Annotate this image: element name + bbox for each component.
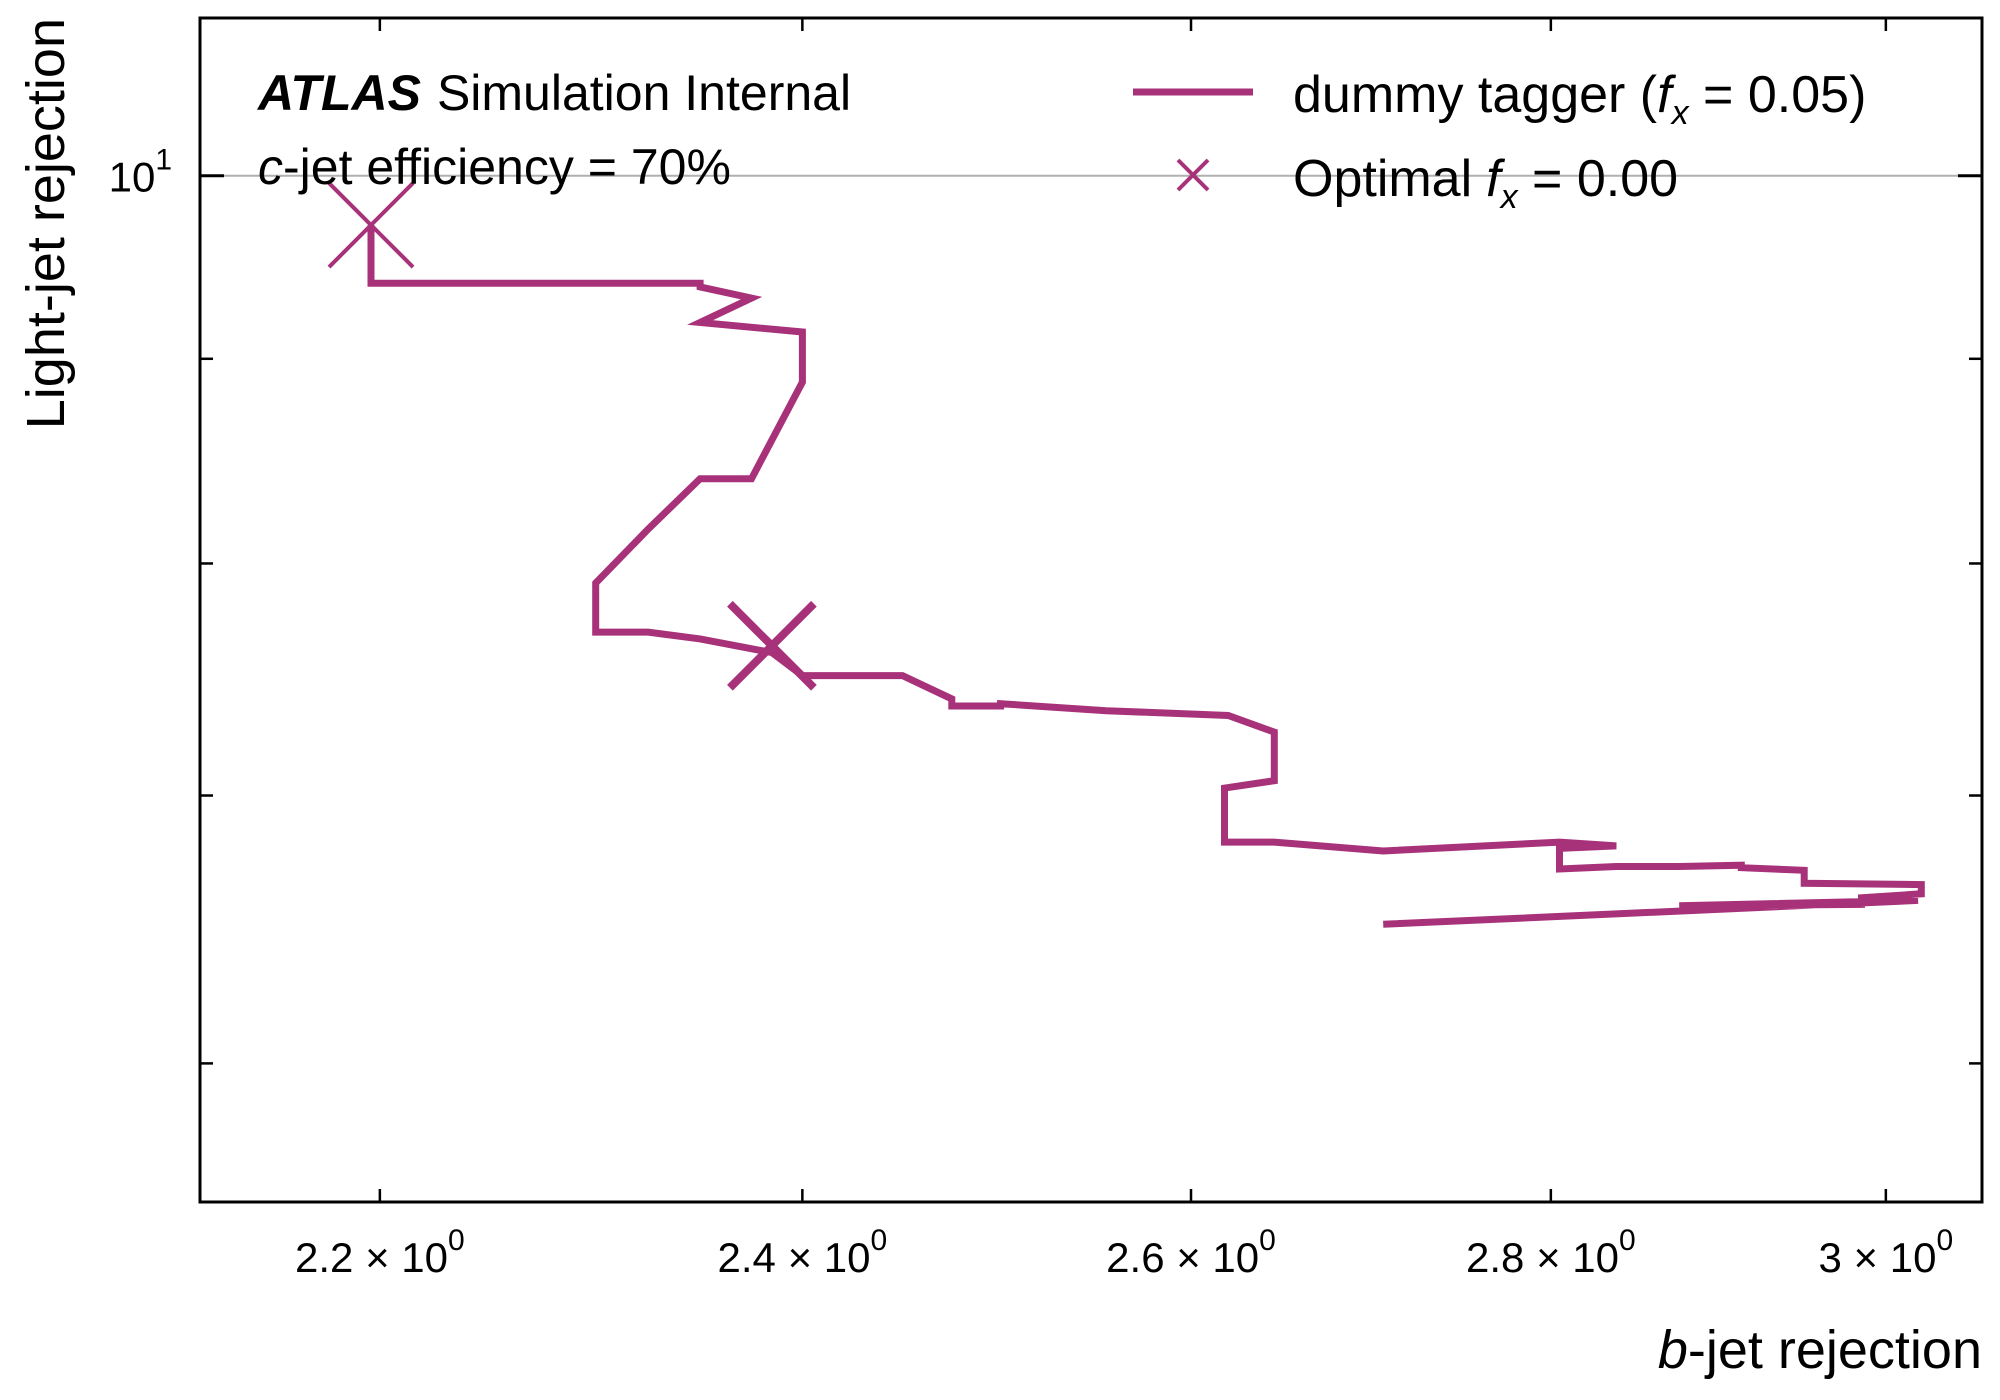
- series-layer: [367, 225, 1925, 928]
- efficiency-annotation: c-jet efficiency = 70%: [258, 139, 731, 195]
- marker-stroke: [727, 600, 817, 691]
- marker-stroke: [327, 181, 415, 269]
- legend: dummy tagger (fx = 0.05) Optimal fx = 0.0…: [1133, 66, 1866, 216]
- x-tick-label: 2.4 × 100: [718, 1224, 888, 1281]
- optimal-marker: [327, 181, 415, 269]
- series-line-dummy-tagger: [367, 225, 1925, 928]
- legend-marker-swatch: [1176, 158, 1210, 192]
- y-axis-label: Light-jet rejection: [16, 18, 76, 429]
- marker-layer: [327, 181, 817, 691]
- x-tick-label: 2.6 × 100: [1106, 1224, 1276, 1281]
- y-tick-label: 101: [109, 144, 172, 201]
- legend-label-tagger: dummy tagger (fx = 0.05): [1293, 66, 1866, 132]
- x-axis-label: b-jet rejection: [1658, 1320, 1982, 1380]
- legend-label-optimal: Optimal fx = 0.00: [1293, 150, 1678, 216]
- atlas-label: ATLAS Simulation Internal: [256, 65, 851, 121]
- plot-frame: [198, 16, 1984, 1204]
- tick-layer: 101 2.2 × 100 2.4 × 100 2.6 × 100 2.8 × 100 3…: [109, 18, 1982, 1281]
- x-tick-label: 3 × 100: [1819, 1224, 1954, 1281]
- x-tick-label: 2.2 × 100: [295, 1224, 465, 1281]
- x-tick-label: 2.8 × 100: [1466, 1224, 1636, 1281]
- working-point-marker: [727, 600, 817, 691]
